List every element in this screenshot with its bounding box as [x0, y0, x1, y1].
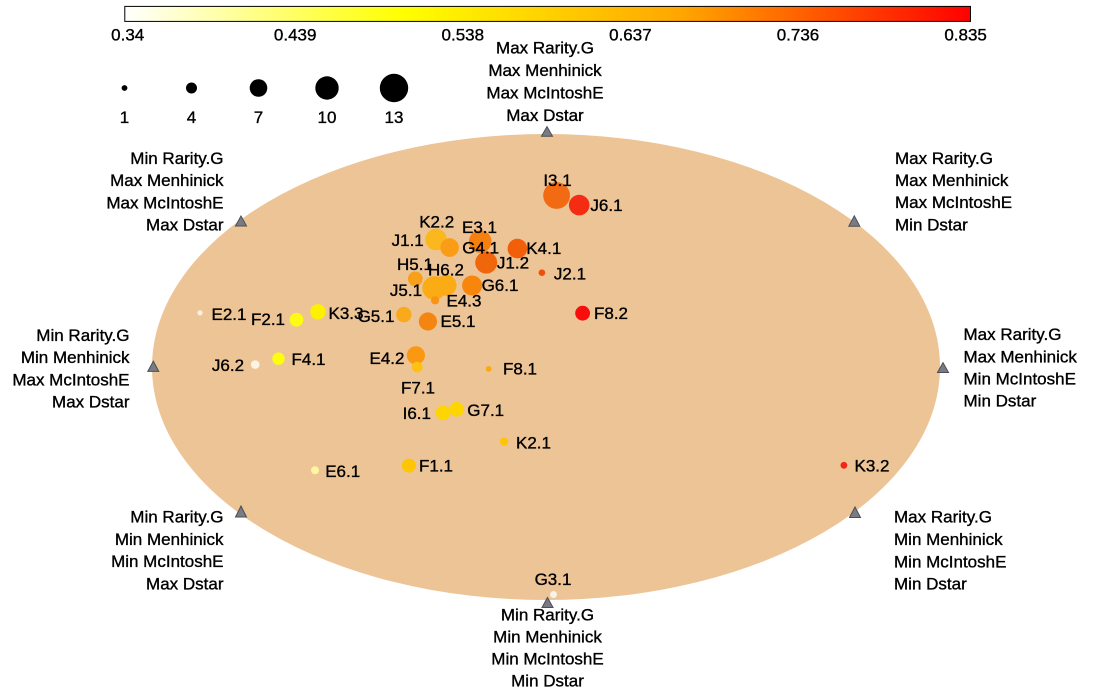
svg-text:G5.1: G5.1 — [358, 307, 395, 326]
svg-text:Max Rarity.G: Max Rarity.G — [894, 508, 992, 527]
svg-text:Max Dstar: Max Dstar — [506, 106, 584, 125]
svg-text:J6.1: J6.1 — [590, 196, 622, 215]
svg-text:Max Rarity.G: Max Rarity.G — [964, 325, 1062, 344]
svg-text:K3.3: K3.3 — [329, 304, 364, 323]
svg-text:G6.1: G6.1 — [482, 276, 519, 295]
svg-text:1: 1 — [120, 108, 129, 127]
svg-text:Min McIntoshE: Min McIntoshE — [111, 552, 223, 571]
svg-text:Min McIntoshE: Min McIntoshE — [964, 369, 1076, 388]
svg-text:K2.1: K2.1 — [516, 434, 551, 453]
svg-text:7: 7 — [254, 108, 263, 127]
svg-text:J1.2: J1.2 — [497, 253, 529, 272]
svg-text:Min Dstar: Min Dstar — [895, 215, 968, 234]
svg-text:E4.2: E4.2 — [370, 349, 405, 368]
svg-text:F4.1: F4.1 — [291, 350, 325, 369]
svg-text:Min Dstar: Min Dstar — [511, 672, 584, 691]
svg-text:Max Dstar: Max Dstar — [146, 216, 224, 235]
svg-text:Min Menhinick: Min Menhinick — [115, 530, 224, 549]
svg-text:I6.1: I6.1 — [403, 404, 431, 423]
svg-text:Min Menhinick: Min Menhinick — [21, 348, 130, 367]
svg-text:0.538: 0.538 — [442, 26, 485, 45]
svg-text:Min Menhinick: Min Menhinick — [894, 530, 1003, 549]
svg-text:E3.1: E3.1 — [462, 218, 497, 237]
svg-text:K4.1: K4.1 — [526, 239, 561, 258]
svg-text:0.835: 0.835 — [944, 26, 987, 45]
svg-text:Max McIntoshE: Max McIntoshE — [486, 83, 603, 102]
svg-text:0.439: 0.439 — [274, 26, 317, 45]
svg-text:Max McIntoshE: Max McIntoshE — [106, 193, 223, 212]
svg-text:Min Dstar: Min Dstar — [894, 575, 967, 594]
svg-text:Min Rarity.G: Min Rarity.G — [36, 326, 129, 345]
svg-text:J5.1: J5.1 — [390, 281, 422, 300]
svg-text:G3.1: G3.1 — [535, 570, 572, 589]
svg-text:10: 10 — [318, 108, 337, 127]
svg-text:E2.1: E2.1 — [212, 305, 247, 324]
svg-text:Min Rarity.G: Min Rarity.G — [130, 149, 223, 168]
svg-text:E5.1: E5.1 — [441, 312, 476, 331]
svg-text:Min McIntoshE: Min McIntoshE — [894, 552, 1006, 571]
svg-text:J2.1: J2.1 — [554, 265, 586, 284]
svg-text:Max McIntoshE: Max McIntoshE — [12, 370, 129, 389]
svg-text:J6.2: J6.2 — [212, 356, 244, 375]
svg-text:Min Rarity.G: Min Rarity.G — [501, 606, 594, 625]
svg-text:13: 13 — [385, 108, 404, 127]
svg-text:H5.1: H5.1 — [397, 255, 433, 274]
svg-text:K2.2: K2.2 — [419, 213, 454, 232]
svg-text:Max Dstar: Max Dstar — [52, 393, 130, 412]
svg-text:Max Dstar: Max Dstar — [146, 574, 224, 593]
svg-text:Max Menhinick: Max Menhinick — [110, 171, 224, 190]
svg-text:Min Dstar: Min Dstar — [964, 392, 1037, 411]
svg-text:H6.2: H6.2 — [428, 261, 464, 280]
svg-text:F7.1: F7.1 — [401, 379, 435, 398]
svg-text:I3.1: I3.1 — [543, 171, 571, 190]
svg-text:E6.1: E6.1 — [325, 462, 360, 481]
svg-text:Max Menhinick: Max Menhinick — [895, 171, 1009, 190]
svg-text:F8.1: F8.1 — [503, 360, 537, 379]
svg-text:4: 4 — [187, 108, 196, 127]
svg-text:0.34: 0.34 — [111, 26, 144, 45]
svg-text:Min McIntoshE: Min McIntoshE — [491, 650, 603, 669]
svg-text:Max Menhinick: Max Menhinick — [488, 61, 602, 80]
svg-text:F2.1: F2.1 — [251, 310, 285, 329]
svg-text:Min Menhinick: Min Menhinick — [493, 628, 602, 647]
svg-text:Min Rarity.G: Min Rarity.G — [130, 508, 223, 527]
svg-text:0.736: 0.736 — [777, 26, 820, 45]
svg-text:Max McIntoshE: Max McIntoshE — [895, 193, 1012, 212]
svg-text:F8.2: F8.2 — [594, 304, 628, 323]
svg-text:Max Rarity.G: Max Rarity.G — [496, 39, 594, 58]
svg-text:Max Rarity.G: Max Rarity.G — [895, 149, 993, 168]
svg-text:G4.1: G4.1 — [462, 239, 499, 258]
svg-text:J1.1: J1.1 — [392, 231, 424, 250]
svg-text:0.637: 0.637 — [609, 26, 652, 45]
svg-text:K3.2: K3.2 — [855, 457, 890, 476]
svg-text:F1.1: F1.1 — [419, 457, 453, 476]
svg-text:Max Menhinick: Max Menhinick — [964, 347, 1078, 366]
svg-text:E4.3: E4.3 — [447, 292, 482, 311]
svg-text:G7.1: G7.1 — [467, 401, 504, 420]
